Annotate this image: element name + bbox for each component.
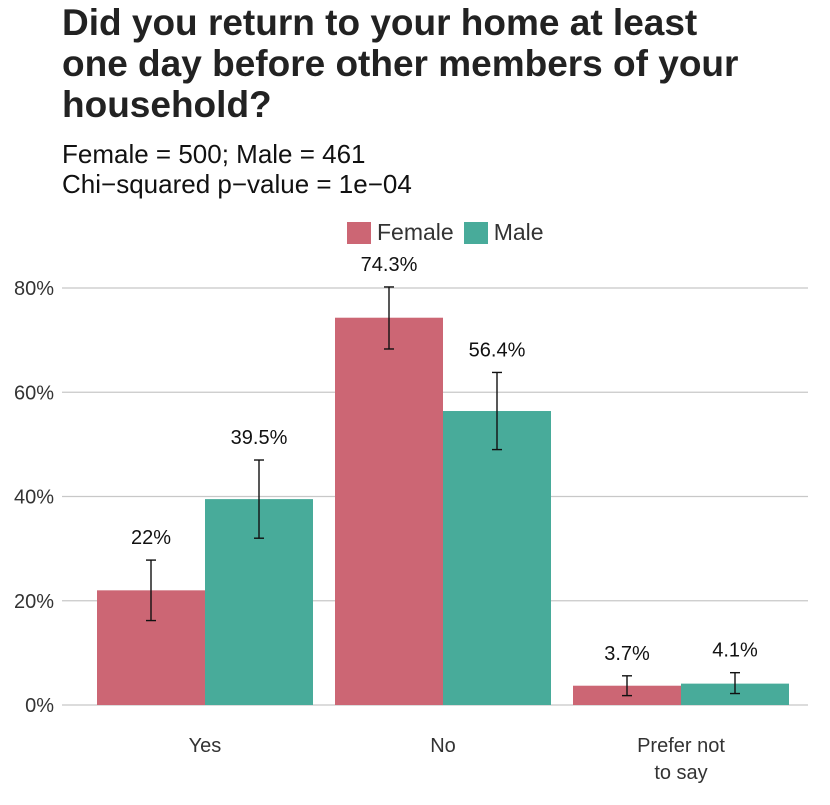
x-tick-label: Yes — [189, 735, 222, 757]
title-line: Did you return to your home at least — [62, 2, 698, 43]
title-line: one day before other members of your — [62, 43, 739, 84]
y-tick-label: 60% — [14, 382, 54, 404]
legend-label-female: Female — [377, 219, 454, 245]
legend-item-female: Female — [347, 219, 454, 246]
x-tick-label: Prefer not — [637, 735, 725, 757]
bar-female — [335, 317, 443, 705]
legend-item-male: Male — [463, 219, 544, 246]
x-tick-label: No — [430, 735, 456, 757]
y-tick-label: 80% — [14, 278, 54, 300]
x-tick-label: to say — [654, 762, 707, 784]
bar-male — [681, 683, 789, 705]
chart-subtitle: Female = 500; Male = 461 Chi−squared p−v… — [62, 139, 412, 199]
y-tick-label: 20% — [14, 591, 54, 613]
data-label: 56.4% — [469, 339, 526, 361]
subtitle-line: Chi−squared p−value = 1e−04 — [62, 169, 412, 199]
title-line: household? — [62, 84, 272, 125]
y-tick-label: 0% — [25, 695, 54, 717]
y-tick-label: 40% — [14, 487, 54, 509]
legend-swatch-male — [463, 221, 488, 244]
data-label: 3.7% — [604, 643, 650, 665]
data-label: 4.1% — [712, 640, 758, 662]
legend-swatch-female — [347, 221, 371, 244]
legend: Female Male — [347, 219, 554, 246]
bar-male — [443, 411, 551, 705]
legend-label-male: Male — [493, 219, 544, 245]
chart-title: Did you return to your home at least one… — [62, 2, 822, 125]
data-label: 22% — [131, 527, 171, 549]
data-label: 74.3% — [361, 254, 418, 276]
data-label: 39.5% — [231, 427, 288, 449]
subtitle-line: Female = 500; Male = 461 — [62, 139, 366, 169]
